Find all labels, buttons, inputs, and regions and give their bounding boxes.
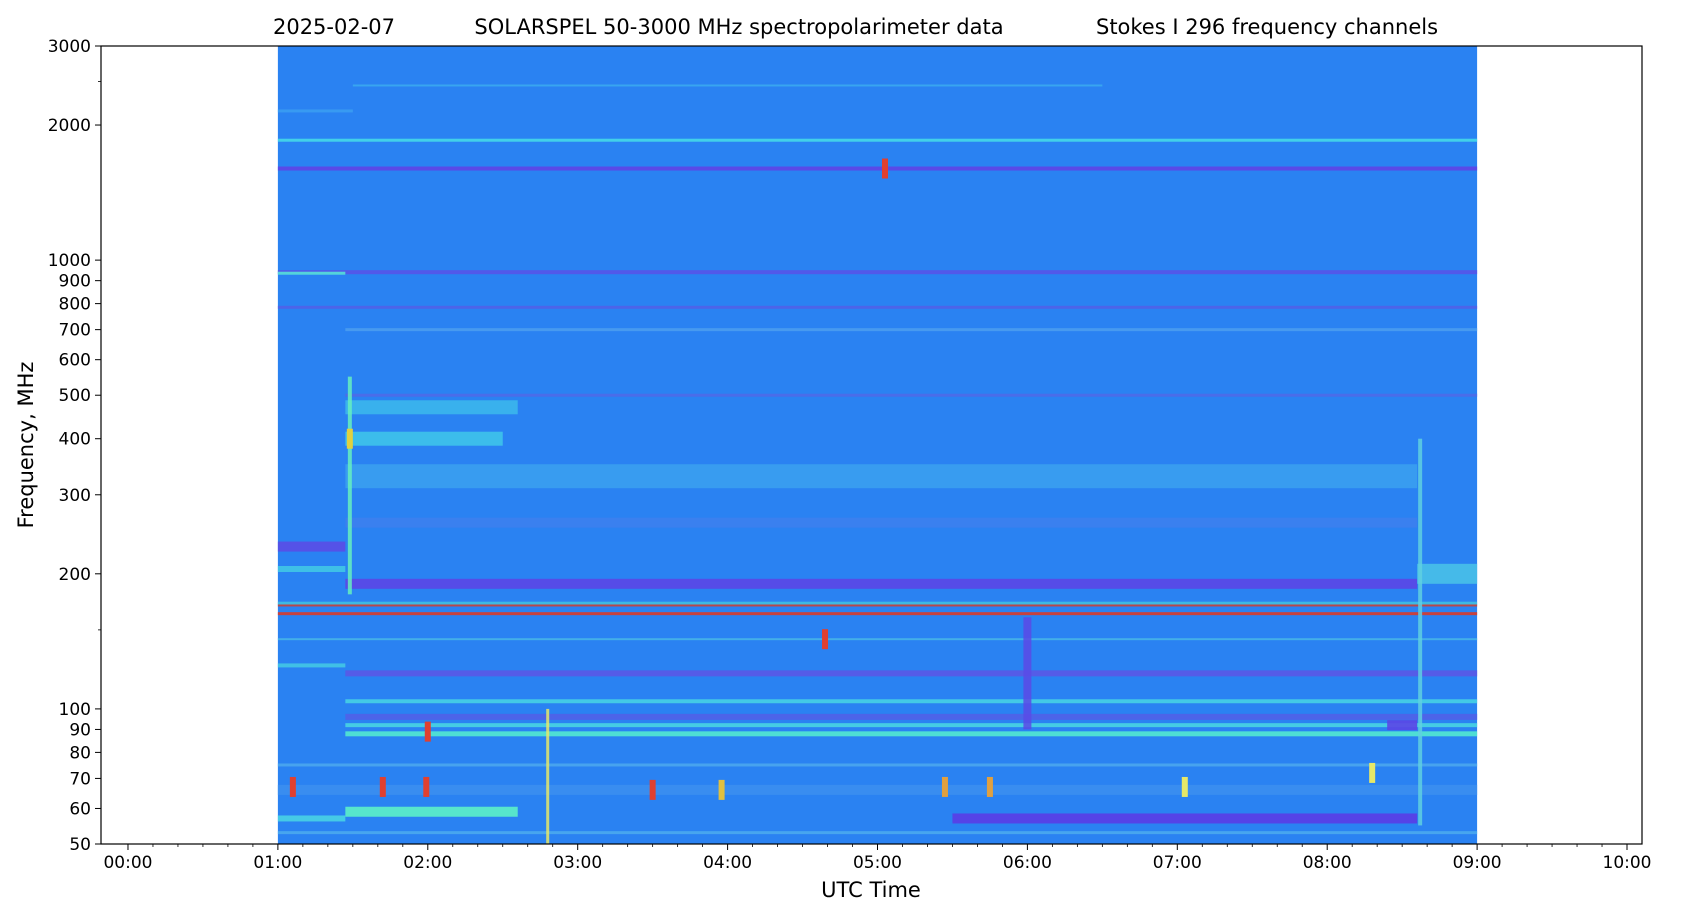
- y-tick-label: 200: [59, 565, 91, 585]
- x-tick-label: 10:00: [1603, 853, 1652, 873]
- y-axis-title: Frequency, MHz: [14, 362, 38, 529]
- y-tick-label: 3000: [48, 37, 91, 57]
- spectral-band: [952, 813, 1418, 824]
- spectral-band: [1387, 720, 1418, 731]
- burst-mark: [346, 428, 353, 449]
- x-tick-label: 02:00: [403, 853, 452, 873]
- x-tick-label: 06:00: [1003, 853, 1052, 873]
- x-tick-label: 01:00: [253, 853, 302, 873]
- spectral-band: [345, 464, 1418, 489]
- spectral-band: [277, 138, 1478, 142]
- spectral-band: [345, 400, 518, 415]
- spectral-band: [277, 815, 346, 822]
- x-tick-label: 05:00: [853, 853, 902, 873]
- title-date: 2025-02-07: [273, 15, 395, 39]
- x-tick-label: 03:00: [553, 853, 602, 873]
- y-tick-label: 70: [69, 769, 91, 789]
- x-tick-label: 08:00: [1303, 853, 1352, 873]
- spectral-band: [277, 541, 346, 552]
- burst-mark: [941, 776, 948, 797]
- burst-mark: [649, 779, 656, 800]
- burst-mark: [718, 779, 725, 800]
- burst-mark: [822, 629, 829, 650]
- spectral-band: [345, 713, 1478, 720]
- spectral-band: [345, 723, 1478, 728]
- y-tick-label: 60: [69, 799, 91, 819]
- spectral-band: [277, 638, 1478, 641]
- x-tick-label: 04:00: [703, 853, 752, 873]
- y-tick-label: 600: [59, 351, 91, 371]
- plot-area: [277, 46, 1478, 844]
- spectral-band: [345, 699, 1478, 704]
- burst-mark: [986, 776, 993, 797]
- spectral-band: [345, 670, 1478, 677]
- spectral-band: [277, 831, 1478, 835]
- burst-mark: [289, 776, 296, 797]
- burst-mark: [1181, 776, 1188, 797]
- spectral-band: [345, 578, 1418, 589]
- y-tick-label: 700: [59, 321, 91, 341]
- x-tick-label: 07:00: [1153, 853, 1202, 873]
- burst-mark: [1369, 762, 1376, 783]
- spectral-band: [277, 270, 1478, 275]
- x-tick-label: 00:00: [103, 853, 152, 873]
- spectral-band: [345, 431, 503, 446]
- y-tick-label: 300: [59, 486, 91, 506]
- y-tick-label: 500: [59, 386, 91, 406]
- spectral-band: [277, 604, 1478, 607]
- spectral-band: [277, 763, 1478, 767]
- y-tick-label: 90: [69, 720, 91, 740]
- y-tick-label: 80: [69, 743, 91, 763]
- x-tick-label: 09:00: [1453, 853, 1502, 873]
- spectral-band: [277, 612, 1478, 616]
- time-column: [1418, 438, 1423, 826]
- spectral-band: [277, 663, 346, 668]
- y-tick-label: 100: [59, 700, 91, 720]
- burst-mark: [423, 776, 430, 797]
- spectral-band: [277, 109, 353, 113]
- spectral-band: [277, 784, 1478, 795]
- y-tick-label: 2000: [48, 116, 91, 136]
- axes-frame: [100, 45, 1643, 845]
- spectral-band: [277, 565, 346, 572]
- spectral-band: [352, 84, 1103, 87]
- spectral-band: [345, 731, 1478, 737]
- title-stokes: Stokes I 296 frequency channels: [1096, 15, 1438, 39]
- title-instrument: SOLARSPEL 50-3000 MHz spectropolarimeter…: [474, 15, 1003, 39]
- spectral-band: [277, 271, 346, 275]
- spectral-band: [345, 393, 1478, 397]
- burst-mark: [881, 158, 888, 179]
- spectral-band: [277, 305, 1478, 309]
- y-tick-label: 400: [59, 430, 91, 450]
- x-axis: 00:00 01:00 02:00 03:00 04:00 05:00 06:00 07:00…: [103, 844, 1652, 873]
- spectral-band: [345, 806, 518, 817]
- burst-mark: [379, 776, 386, 797]
- burst-mark: [424, 721, 431, 742]
- spectral-band: [345, 517, 1418, 528]
- time-column: [347, 376, 352, 595]
- spectral-band: [277, 601, 1478, 605]
- y-tick-label: 50: [69, 835, 91, 855]
- x-axis-title: UTC Time: [821, 878, 921, 902]
- spectral-band: [1417, 563, 1478, 584]
- y-tick-label: 900: [59, 272, 91, 292]
- spectral-band: [277, 166, 1478, 171]
- y-tick-label: 800: [59, 295, 91, 315]
- y-tick-label: 1000: [48, 251, 91, 271]
- time-column: [1023, 617, 1032, 730]
- time-column: [546, 708, 550, 844]
- spectral-band: [345, 328, 1478, 332]
